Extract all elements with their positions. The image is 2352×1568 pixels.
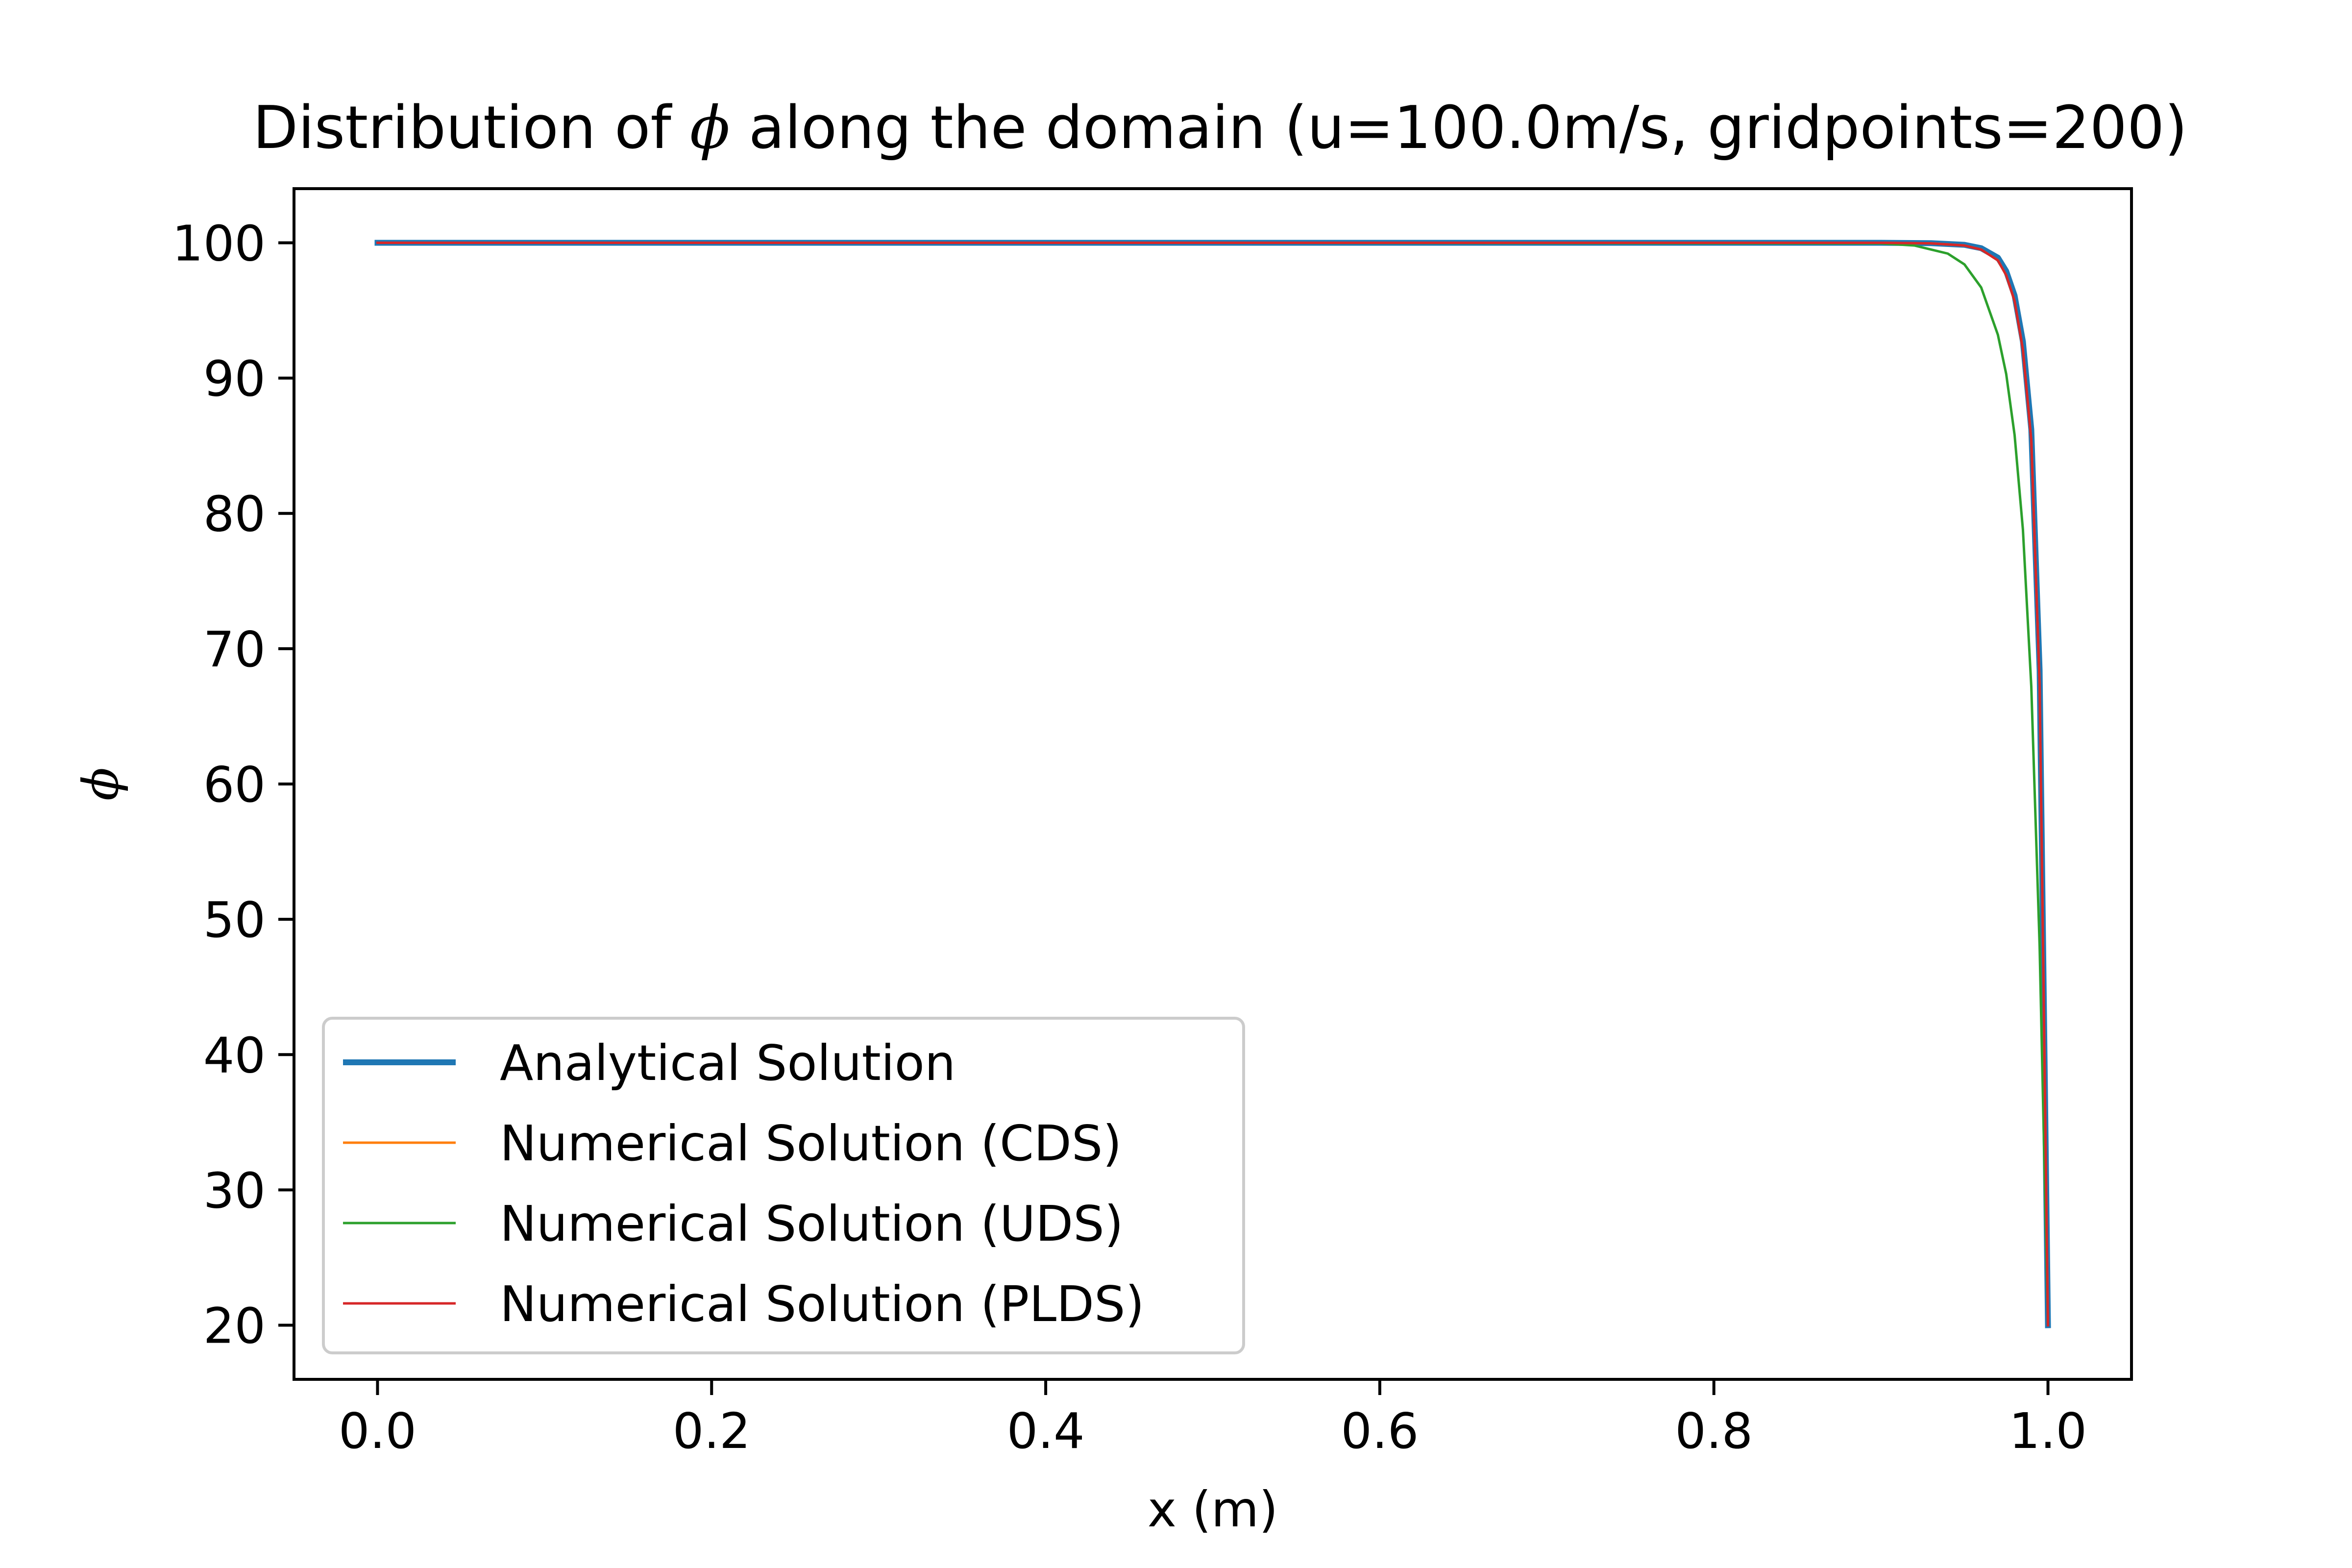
legend: Analytical Solution Numerical Solution (C…: [322, 1017, 1245, 1354]
series-layer: [374, 240, 2051, 1328]
y-tick-label: 90: [203, 350, 266, 408]
x-tick-label: 0.0: [339, 1402, 416, 1460]
title-suffix: along the domain (u=100.0m/s, gridpoints…: [730, 94, 2188, 162]
legend-label-0: Analytical Solution: [500, 1034, 956, 1092]
title-symbol: ϕ: [690, 94, 730, 162]
series-line-3: [376, 242, 2050, 1327]
y-tick-label: 100: [172, 215, 266, 272]
x-tick-label: 0.8: [1675, 1402, 1753, 1460]
y-tick-label: 80: [203, 486, 266, 543]
chart-title: Distribution of ϕ along the domain (u=10…: [253, 94, 2187, 162]
y-tick-label: 50: [203, 891, 266, 949]
y-tick-label: 40: [203, 1027, 266, 1084]
x-tick-label: 1.0: [2009, 1402, 2087, 1460]
y-axis-label: ϕ: [72, 767, 129, 801]
legend-label-1: Numerical Solution (CDS): [500, 1115, 1122, 1172]
legend-box: [322, 1017, 1245, 1354]
legend-label-3: Numerical Solution (PLDS): [500, 1275, 1145, 1333]
y-tick-label: 30: [203, 1162, 266, 1219]
x-tick-label: 0.6: [1341, 1402, 1419, 1460]
y-tick-label: 70: [203, 621, 266, 678]
legend-label-2: Numerical Solution (UDS): [500, 1195, 1124, 1252]
x-tick-label: 0.4: [1007, 1402, 1085, 1460]
x-axis: 0.0 0.2 0.4 0.6 0.8 1.0: [339, 1379, 2087, 1460]
x-axis-label: x (m): [1148, 1481, 1278, 1538]
y-tick-label: 20: [203, 1298, 266, 1355]
y-tick-label: 60: [203, 756, 266, 813]
x-tick-label: 0.2: [673, 1402, 751, 1460]
y-axis: 20 30 40 50 60 70 80 90 100: [172, 215, 294, 1355]
title-prefix: Distribution of: [253, 94, 690, 162]
